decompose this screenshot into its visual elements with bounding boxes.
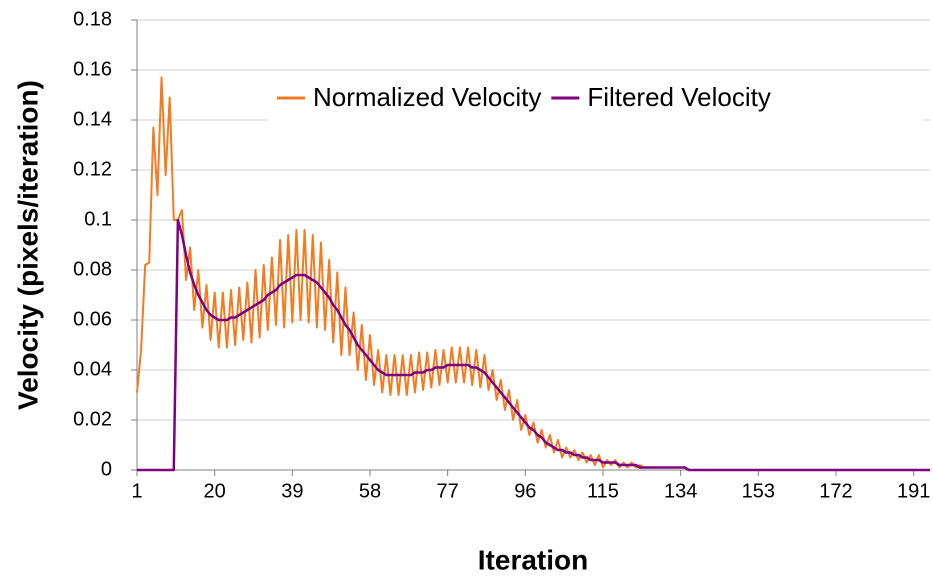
x-tick-label: 20 — [204, 480, 226, 502]
x-tick-label: 115 — [587, 480, 619, 502]
y-tick-label: 0.14 — [73, 108, 112, 130]
x-tick-label: 96 — [514, 480, 536, 502]
x-tick-label: 134 — [664, 480, 697, 502]
series-line — [137, 218, 930, 472]
legend-label: Filtered Velocity — [587, 82, 771, 112]
x-tick-label: 153 — [742, 480, 775, 502]
x-tick-label: 39 — [281, 480, 303, 502]
y-tick-label: 0.08 — [73, 258, 112, 280]
x-tick-label: 191 — [897, 480, 930, 502]
y-tick-label: 0.16 — [73, 58, 112, 80]
x-tick-label: 172 — [819, 480, 852, 502]
y-tick-label: 0.1 — [84, 208, 112, 230]
x-tick-label: 1 — [131, 480, 142, 502]
y-tick-label: 0.06 — [73, 308, 112, 330]
y-tick-label: 0 — [101, 458, 112, 480]
y-tick-label: 0.12 — [73, 158, 112, 180]
x-tick-label: 58 — [359, 480, 381, 502]
y-tick-label: 0.02 — [73, 408, 112, 430]
y-tick-label: 0.18 — [73, 8, 112, 30]
y-axis-title: Velocity (pixels/iteration) — [12, 80, 43, 410]
x-axis-title: Iteration — [478, 544, 588, 575]
legend-box — [268, 72, 923, 124]
series-line — [136, 76, 930, 471]
y-tick-label: 0.04 — [73, 358, 112, 380]
x-tick-label: 77 — [437, 480, 459, 502]
legend-label: Normalized Velocity — [313, 82, 541, 112]
